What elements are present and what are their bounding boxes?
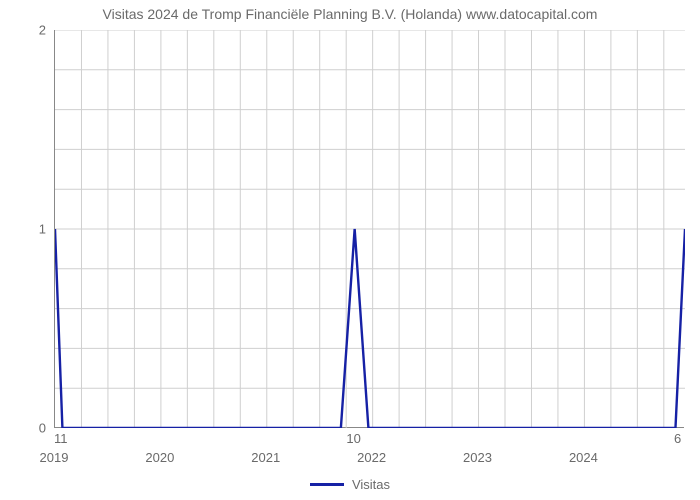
x-tick-label: 2019 bbox=[40, 450, 69, 465]
series-line-visitas bbox=[55, 229, 685, 428]
below-axis-label: 10 bbox=[346, 431, 360, 446]
y-tick-label: 2 bbox=[39, 23, 46, 38]
y-tick-label: 0 bbox=[39, 421, 46, 436]
legend-label: Visitas bbox=[352, 477, 390, 492]
chart-title: Visitas 2024 de Tromp Financiële Plannin… bbox=[0, 6, 700, 22]
x-tick-label: 2020 bbox=[145, 450, 174, 465]
below-axis-label: 6 bbox=[674, 431, 681, 446]
plot-svg bbox=[55, 30, 685, 428]
legend-item-visitas: Visitas bbox=[310, 477, 390, 492]
x-tick-label: 2021 bbox=[251, 450, 280, 465]
x-tick-label: 2022 bbox=[357, 450, 386, 465]
legend: Visitas bbox=[0, 474, 700, 492]
x-tick-label: 2024 bbox=[569, 450, 598, 465]
plot-area bbox=[54, 30, 684, 428]
chart-container: { "chart": { "type": "line", "title": "V… bbox=[0, 0, 700, 500]
y-tick-label: 1 bbox=[39, 222, 46, 237]
legend-swatch bbox=[310, 483, 344, 486]
below-axis-label: 11 bbox=[54, 431, 68, 446]
x-tick-label: 2023 bbox=[463, 450, 492, 465]
